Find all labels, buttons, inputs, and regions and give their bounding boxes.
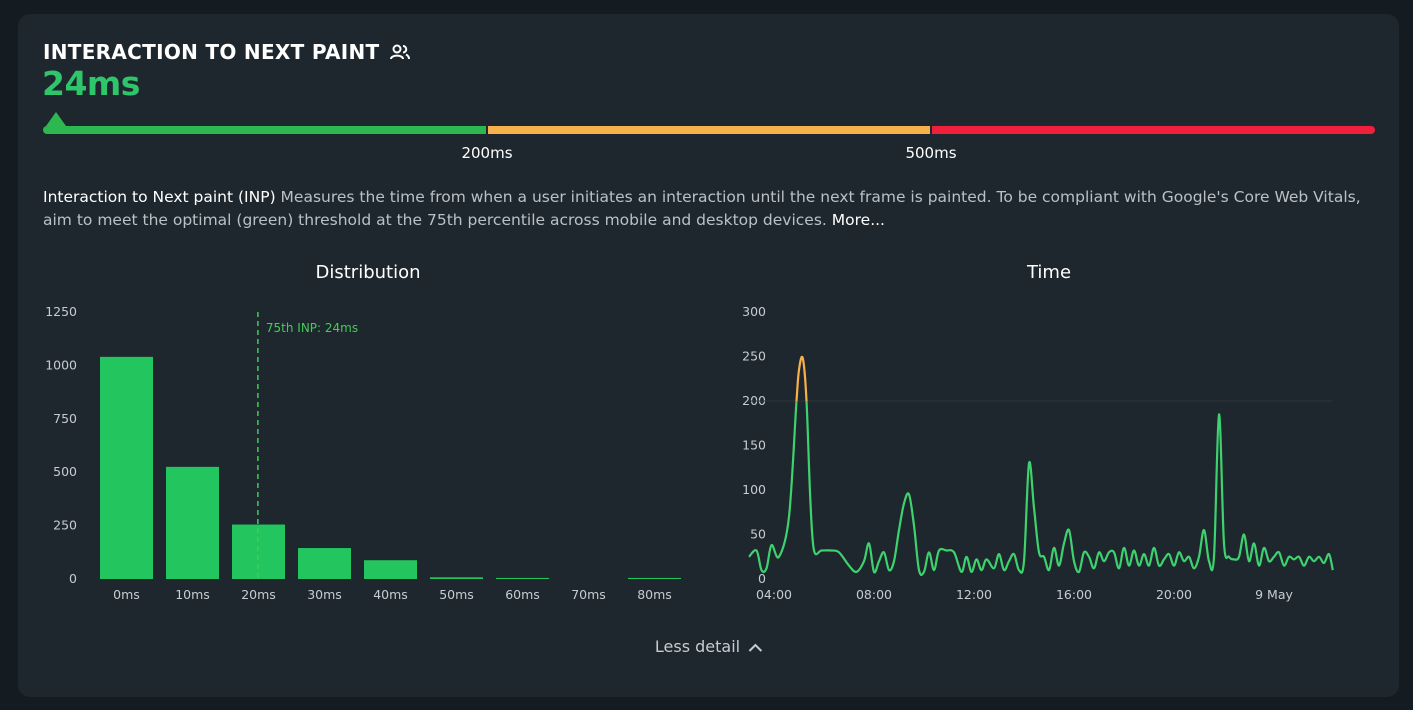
x-tick-label: 04:00 [756,587,792,602]
threshold-bar [43,126,1375,136]
inp-card: INTERACTION TO NEXT PAINT 24ms 200ms 500… [18,14,1399,697]
y-tick-label: 150 [742,438,766,453]
y-tick-label: 500 [53,464,77,479]
y-tick-label: 250 [742,349,766,364]
metric-header: INTERACTION TO NEXT PAINT [43,40,411,64]
threshold-label-500: 500ms [905,144,957,162]
x-tick-label: 50ms [439,587,474,602]
time-chart-title: Time [1026,262,1072,283]
x-tick-label: 70ms [571,587,606,602]
y-tick-label: 300 [742,304,766,319]
x-tick-label: 30ms [307,587,342,602]
p75-reference-label: 75th INP: 24ms [266,321,358,335]
metric-description: Interaction to Next paint (INP) Measures… [43,186,1363,231]
x-tick-label: 40ms [373,587,408,602]
current-value-marker [46,112,66,126]
x-tick-label: 12:00 [956,587,992,602]
threshold-good-segment [43,126,486,134]
y-tick-label: 1000 [45,357,77,372]
x-tick-label: 20ms [241,587,276,602]
distribution-bar [628,577,681,579]
distribution-bar [496,577,549,579]
x-tick-label: 20:00 [1156,587,1192,602]
distribution-bar [364,560,417,579]
x-tick-label: 60ms [505,587,540,602]
description-text: Measures the time from when a user initi… [43,188,1361,229]
distribution-bar [232,524,285,579]
y-tick-label: 100 [742,482,766,497]
distribution-bar [298,548,351,579]
y-tick-label: 1250 [45,304,77,319]
users-icon[interactable] [389,43,411,61]
y-tick-label: 0 [69,571,77,586]
y-tick-label: 750 [53,411,77,426]
x-tick-label: 0ms [113,587,140,602]
distribution-bar [430,577,483,579]
threshold-label-200: 200ms [461,144,513,162]
metric-value: 24ms [42,64,140,103]
chevron-up-icon [748,637,762,656]
x-tick-label: 16:00 [1056,587,1092,602]
threshold-needs-improvement-segment [488,126,930,134]
threshold-poor-segment [932,126,1375,134]
x-tick-label: 08:00 [856,587,892,602]
description-term: Interaction to Next paint (INP) [43,188,276,206]
x-tick-label: 80ms [637,587,672,602]
x-tick-label: 9 May [1255,587,1293,602]
x-tick-label: 10ms [175,587,210,602]
distribution-chart-title: Distribution [315,262,421,283]
y-tick-label: 250 [53,518,77,533]
less-detail-label: Less detail [654,637,741,656]
inp-series-line [748,401,1334,577]
y-tick-label: 0 [758,571,766,586]
less-detail-toggle[interactable]: Less detail [655,637,762,656]
more-link[interactable]: More... [831,210,885,229]
distribution-bar [100,356,153,579]
distribution-bar [166,466,219,579]
metric-title: INTERACTION TO NEXT PAINT [43,40,380,64]
distribution-chart: 0 250 500 750 1000 1250 0ms 10ms 20ms 30ms 40ms 50m… [45,304,681,602]
y-tick-label: 50 [750,527,766,542]
